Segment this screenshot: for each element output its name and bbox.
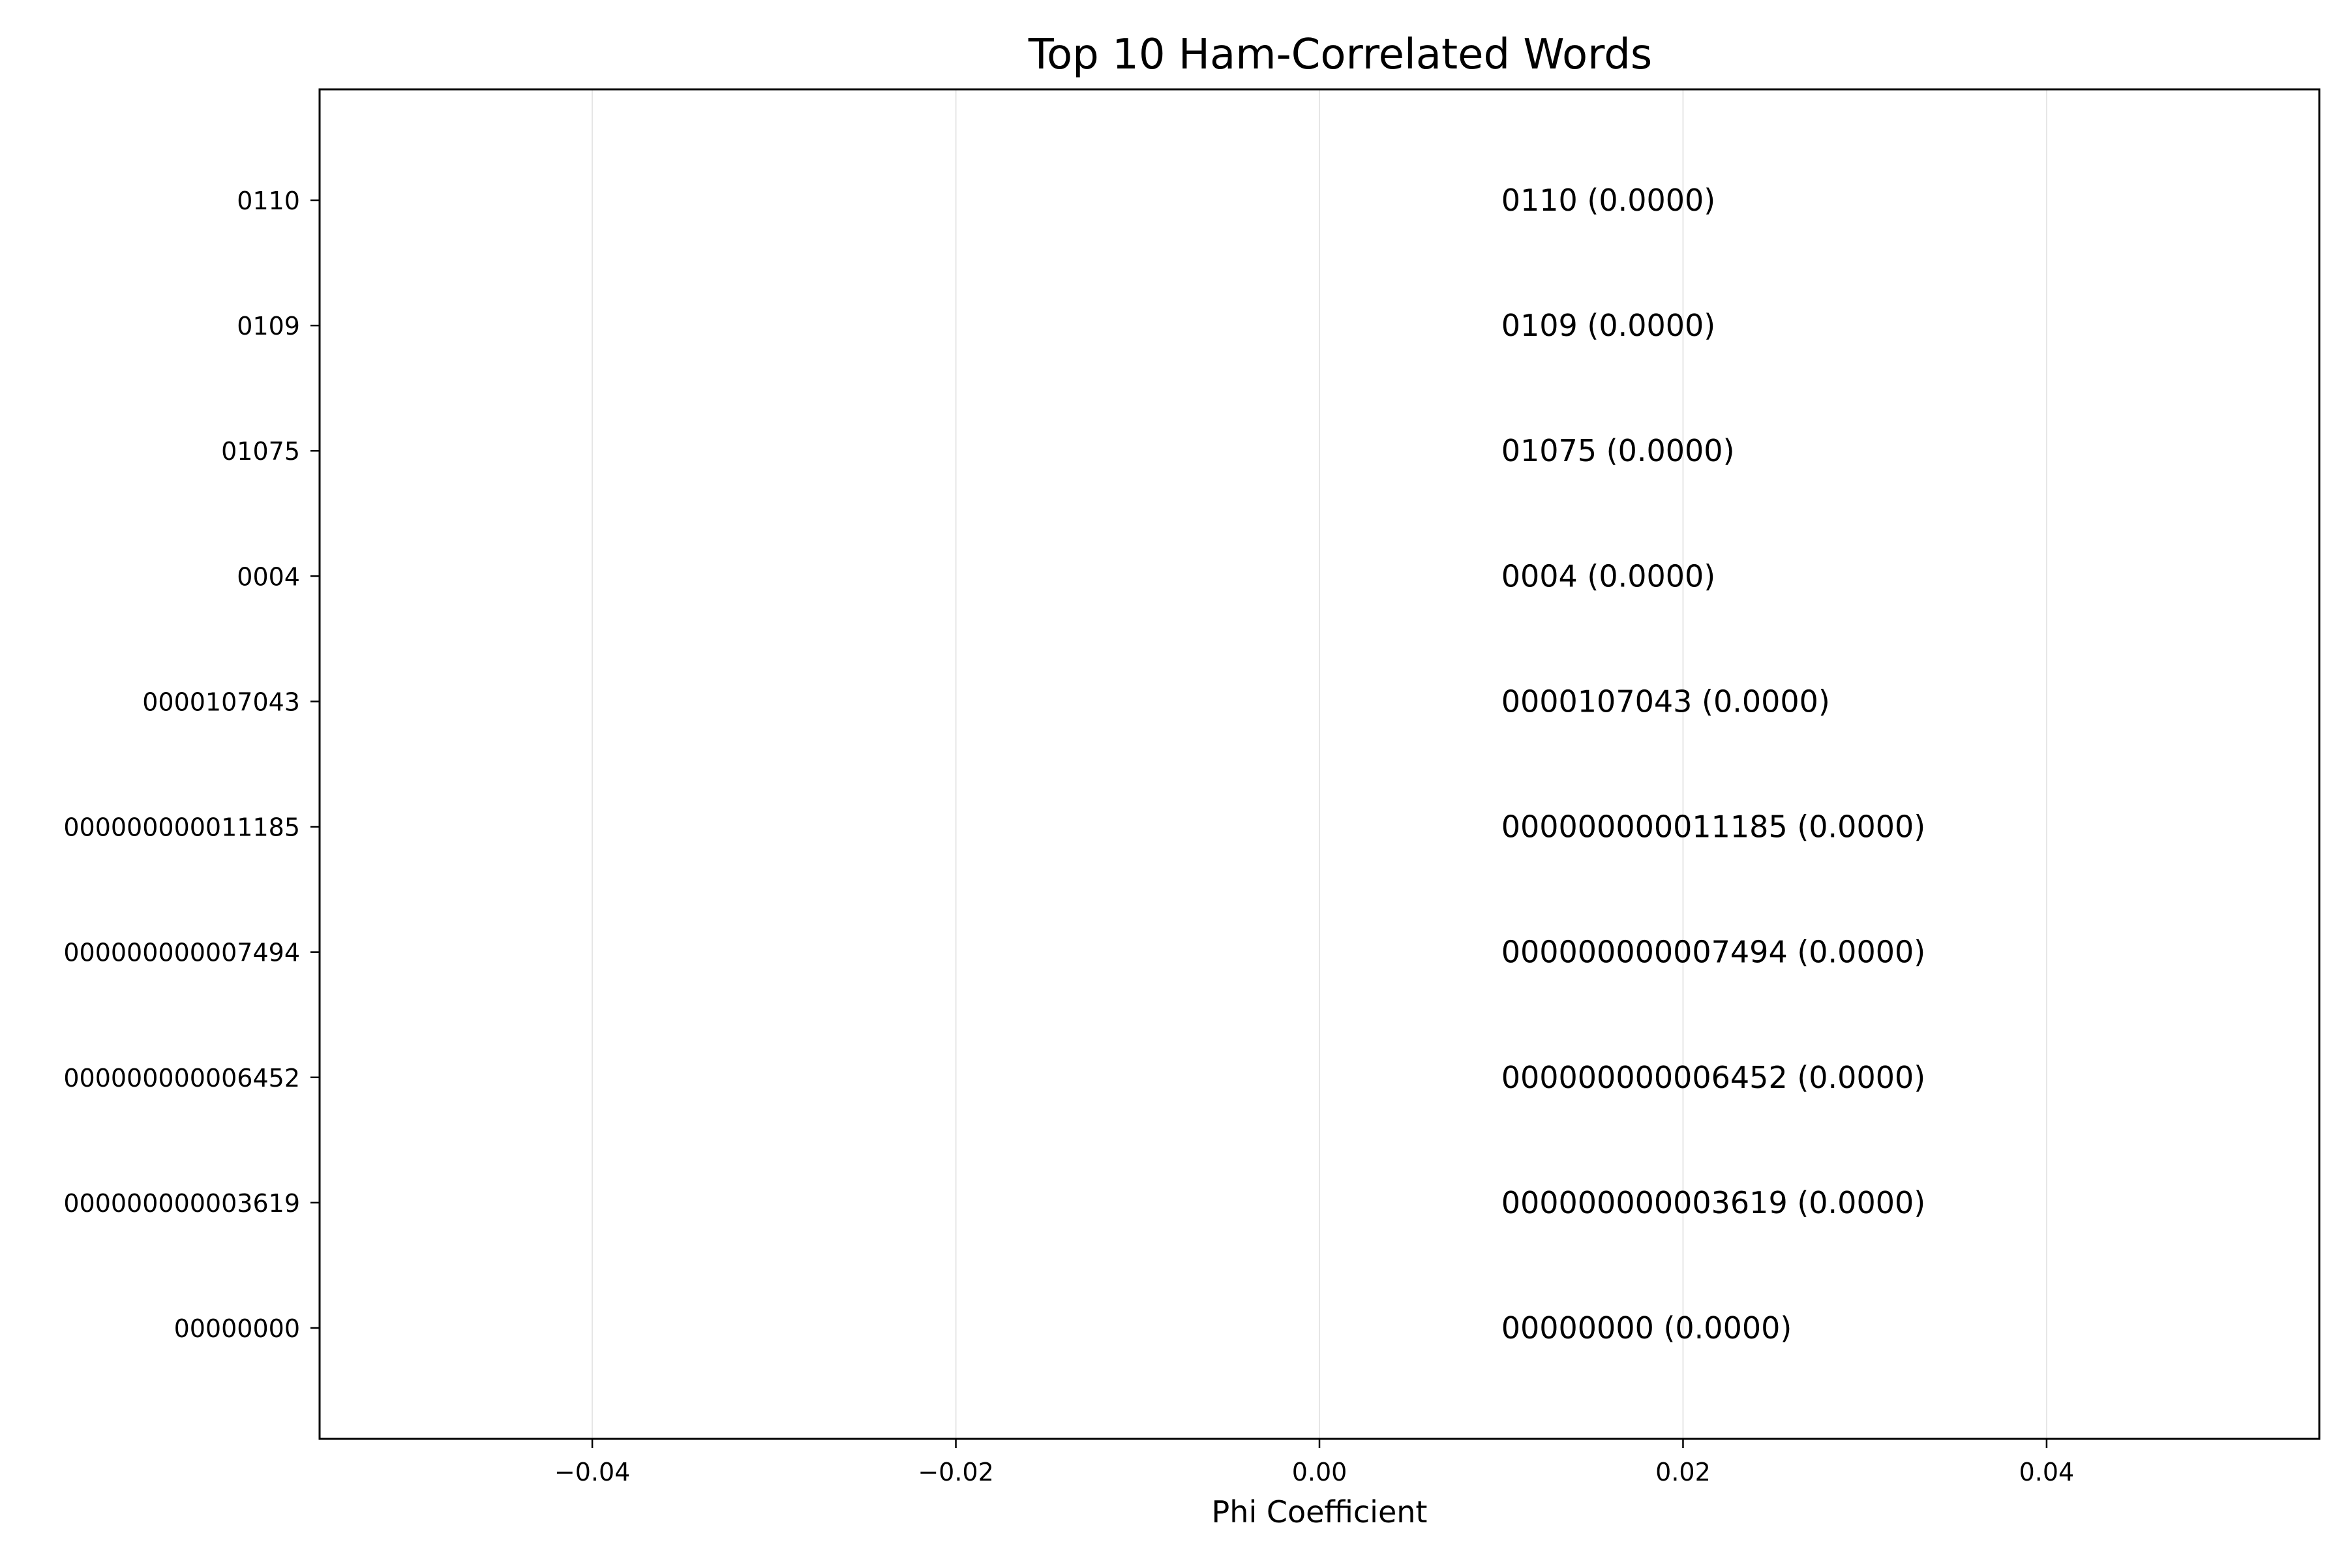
bar-annotation: 0000107043 (0.0000) xyxy=(1501,684,1830,719)
bar-annotation: 000000000003619 (0.0000) xyxy=(1501,1185,1925,1220)
bar-annotation: 01075 (0.0000) xyxy=(1501,433,1735,468)
x-tick-label: −0.04 xyxy=(554,1458,630,1486)
x-axis-label: Phi Coefficient xyxy=(1212,1494,1428,1530)
x-tick-label: 0.00 xyxy=(1292,1458,1347,1486)
bar-annotation: 0004 (0.0000) xyxy=(1501,558,1716,594)
axis-layer: −0.04 −0.02 0.00 0.02 0.04 0110 0109 01075 0004 0… xyxy=(63,88,2321,1486)
bar-annotation: 000000000006452 (0.0000) xyxy=(1501,1060,1925,1095)
annotation-layer: 0110 (0.0000) 0109 (0.0000) 01075 (0.0000)… xyxy=(1501,183,1925,1346)
x-tick-label: 0.02 xyxy=(1655,1458,1711,1486)
grid-layer xyxy=(592,89,2047,1439)
bar-annotation: 0109 (0.0000) xyxy=(1501,308,1716,343)
x-tick-label: −0.02 xyxy=(918,1458,993,1486)
y-tick-label: 0000107043 xyxy=(142,687,300,716)
y-tick-label: 000000000003619 xyxy=(63,1189,300,1218)
plot-frame xyxy=(318,88,2321,1440)
chart-title: Top 10 Ham-Correlated Words xyxy=(1028,31,1653,79)
bar-annotation: 0110 (0.0000) xyxy=(1501,183,1716,218)
bar-annotation: 000000000011185 (0.0000) xyxy=(1501,809,1925,845)
y-tick-label: 000000000006452 xyxy=(63,1064,300,1093)
bar-annotation: 00000000 (0.0000) xyxy=(1501,1310,1792,1346)
y-tick-label: 000000000007494 xyxy=(63,939,300,967)
y-tick-label: 01075 xyxy=(221,437,300,466)
y-tick-label: 000000000011185 xyxy=(63,813,300,842)
y-tick-label: 00000000 xyxy=(174,1314,300,1343)
bar-annotation: 000000000007494 (0.0000) xyxy=(1501,935,1925,970)
x-tick-label: 0.04 xyxy=(2019,1458,2075,1486)
y-tick-label: 0109 xyxy=(237,312,300,340)
y-tick-label: 0110 xyxy=(237,187,300,215)
y-tick-label: 0004 xyxy=(237,562,300,591)
